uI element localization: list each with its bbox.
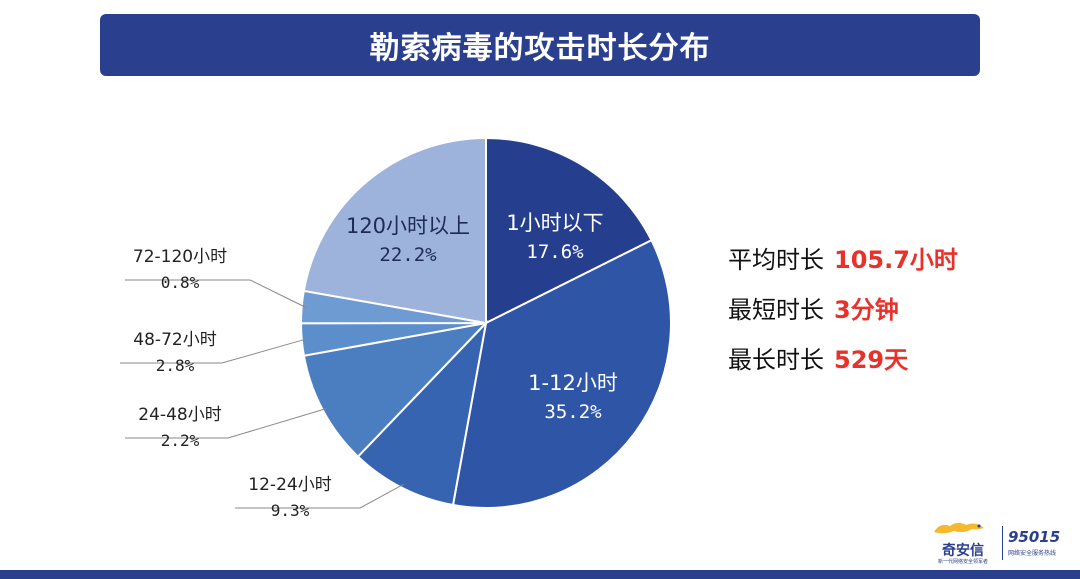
page-title: 勒索病毒的攻击时长分布 [369, 31, 711, 66]
company-logo: 奇安信 新一代网络安全领军者 95015 网络安全服务热线 [928, 518, 1068, 568]
slice-percent: 2.8% [156, 356, 195, 375]
leader-line [120, 338, 306, 364]
logo-name: 奇安信 [942, 543, 984, 559]
bottom-band [0, 570, 1080, 579]
pie-slice [302, 321, 489, 458]
logo-tagline: 新一代网络安全领军者 [937, 559, 988, 565]
stat-shortest-label: 最短时长 [728, 296, 824, 324]
title-banner: 勒索病毒的攻击时长分布 [100, 14, 980, 76]
stat-average: 平均时长 105.7小时 [728, 238, 958, 288]
slice-percent: 22.2% [379, 244, 437, 266]
stat-shortest: 最短时长 3分钟 [728, 288, 958, 338]
slice-label: 1小时以下 [506, 211, 603, 235]
hotline-tagline: 网络安全服务热线 [1008, 550, 1057, 557]
leader-line [125, 279, 306, 308]
stat-longest-label: 最长时长 [728, 346, 824, 374]
slice-percent: 9.3% [271, 501, 310, 520]
slice-percent: 2.2% [161, 431, 200, 450]
stats-panel: 平均时长 105.7小时 最短时长 3分钟 最长时长 529天 [728, 238, 958, 388]
slice-label: 72-120小时 [133, 247, 227, 267]
stat-average-value: 105.7小时 [834, 246, 958, 274]
slice-percent: 17.6% [526, 241, 584, 263]
hotline-number: 95015 [1008, 528, 1061, 546]
leader-line [235, 483, 404, 509]
stat-longest: 最长时长 529天 [728, 338, 958, 388]
leader-line [125, 408, 327, 439]
slice-label: 24-48小时 [138, 405, 221, 425]
pie-slice [302, 136, 487, 325]
stat-longest-value: 529天 [834, 346, 909, 374]
slice-percent: 35.2% [544, 401, 602, 423]
pie-slice [356, 319, 488, 507]
stat-shortest-value: 3分钟 [834, 296, 899, 324]
slice-label: 48-72小时 [133, 330, 216, 350]
stat-average-label: 平均时长 [728, 246, 824, 274]
slice-percent: 0.8% [161, 273, 200, 292]
pie-slice [451, 238, 672, 509]
slice-label: 120小时以上 [346, 214, 470, 238]
slice-label: 12-24小时 [248, 475, 331, 495]
slice-label: 1-12小时 [528, 371, 618, 395]
logo-divider [1002, 526, 1003, 560]
pie-slice [485, 136, 653, 325]
mascot-icon [934, 522, 984, 534]
